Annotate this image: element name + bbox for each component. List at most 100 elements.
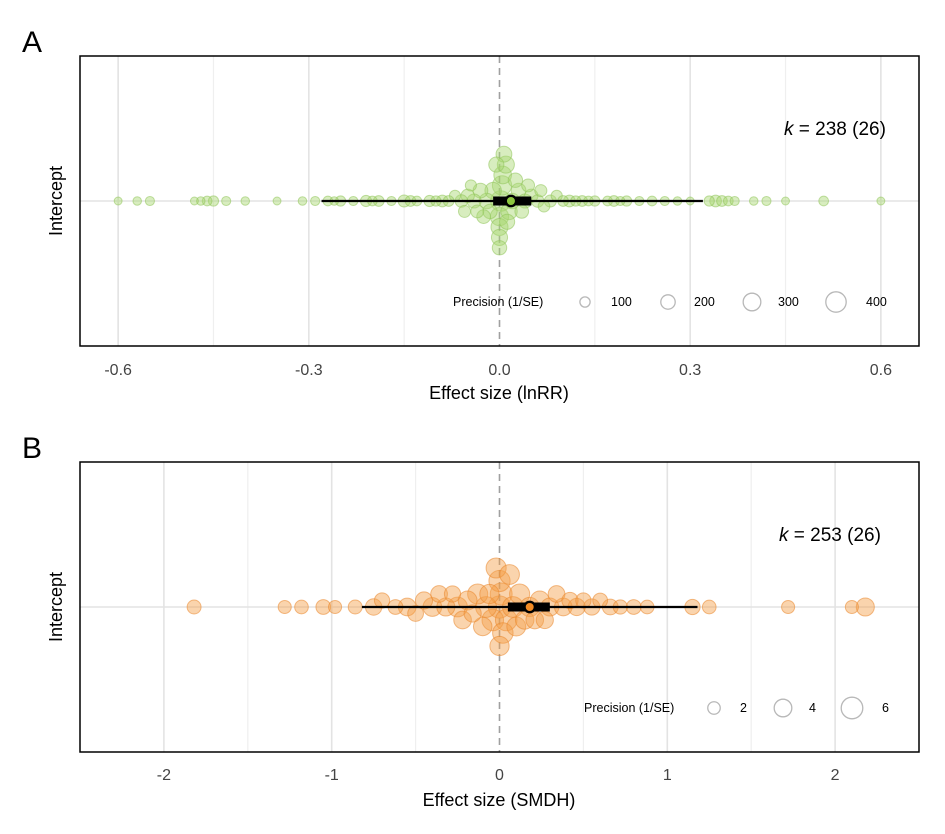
- legend-label: 2: [740, 701, 747, 715]
- panel-b-legend-title: Precision (1/SE): [584, 701, 674, 715]
- data-point: [272, 196, 282, 206]
- point-estimate: [523, 600, 537, 614]
- data-point: [479, 583, 500, 605]
- data-point: [521, 178, 536, 193]
- data-point: [492, 622, 514, 644]
- panel-a-label: A: [22, 26, 42, 59]
- data-point: [407, 605, 424, 622]
- x-tick-label: 0: [495, 767, 504, 784]
- x-tick-label: 0.6: [870, 362, 892, 379]
- x-tick-label: -0.3: [295, 362, 323, 379]
- data-point: [221, 195, 232, 207]
- panel-a: A k = 238 (26) Precision (1/SE) 100 200 30…: [22, 26, 920, 403]
- data-point: [464, 179, 477, 192]
- data-point: [507, 172, 524, 188]
- data-point: [414, 591, 434, 610]
- legend-label: 100: [611, 295, 632, 309]
- panel-a-k-value: = 238 (26): [794, 119, 886, 140]
- data-point: [489, 635, 510, 657]
- panel-a-x-axis: -0.6 -0.3 0.0 0.3 0.6: [104, 362, 892, 379]
- panel-b: B k = 253 (26) Precision (1/SE) 2 4 6 -2 -1…: [22, 432, 920, 810]
- panel-b-k-symbol: k: [779, 525, 790, 546]
- data-point: [701, 599, 717, 615]
- data-point: [463, 604, 482, 623]
- panel-b-k-value: = 253 (26): [789, 525, 881, 546]
- data-point: [472, 616, 493, 637]
- panel-b-x-axis: -2 -1 0 1 2: [157, 767, 840, 784]
- legend-label: 4: [809, 701, 816, 715]
- panel-a-legend: Precision (1/SE) 100 200 300 400: [453, 291, 887, 313]
- panel-a-sample-size: k = 238 (26): [784, 119, 886, 140]
- x-tick-label: 0.3: [679, 362, 701, 379]
- data-point: [535, 610, 554, 630]
- data-point: [310, 195, 321, 207]
- panel-a-x-axis-label: Effect size (lnRR): [429, 383, 569, 403]
- data-point: [491, 240, 508, 256]
- data-point: [514, 204, 530, 219]
- data-point: [113, 196, 123, 206]
- x-tick-label: -2: [157, 767, 171, 784]
- data-point: [781, 599, 796, 615]
- data-point: [488, 569, 511, 593]
- legend-size-circle: [773, 698, 793, 718]
- panel-a-frame: [79, 55, 920, 347]
- panel-b-y-axis-label: Intercept: [46, 572, 66, 642]
- panel-b-label: B: [22, 432, 42, 465]
- panel-b-sample-size: k = 253 (26): [779, 525, 881, 546]
- point-estimate: [504, 194, 518, 208]
- data-point: [297, 196, 308, 206]
- panel-a-estimate: [321, 194, 703, 208]
- data-point: [761, 195, 772, 207]
- data-point: [328, 599, 343, 615]
- data-point: [443, 585, 462, 603]
- legend-size-circle: [840, 696, 864, 720]
- x-tick-label: 1: [663, 767, 672, 784]
- legend-size-circle: [707, 701, 721, 715]
- panel-b-estimate: [361, 600, 698, 614]
- panel-a-legend-title: Precision (1/SE): [453, 295, 543, 309]
- data-point: [453, 610, 472, 630]
- data-point: [430, 585, 448, 603]
- data-point: [189, 196, 199, 206]
- panel-a-y-axis-label: Intercept: [46, 166, 66, 236]
- data-point: [240, 196, 251, 206]
- legend-size-circle: [579, 296, 591, 308]
- data-point: [499, 564, 520, 585]
- data-point: [748, 196, 759, 206]
- data-point: [575, 592, 592, 609]
- data-point: [467, 583, 489, 605]
- data-point: [347, 599, 363, 615]
- data-point: [818, 195, 829, 207]
- data-point: [186, 599, 202, 615]
- data-point: [493, 165, 513, 185]
- data-point: [534, 184, 548, 198]
- legend-label: 400: [866, 295, 887, 309]
- data-point: [485, 557, 507, 579]
- data-point: [132, 196, 142, 206]
- legend-size-circle: [742, 292, 762, 312]
- legend-label: 6: [882, 701, 889, 715]
- x-tick-label: -1: [325, 767, 339, 784]
- data-point: [844, 599, 859, 615]
- data-point: [703, 195, 715, 207]
- data-point: [195, 196, 206, 206]
- legend-size-circle: [660, 294, 676, 310]
- panel-b-x-axis-label: Effect size (SMDH): [423, 790, 576, 810]
- data-point: [855, 597, 875, 617]
- legend-label: 300: [778, 295, 799, 309]
- data-point: [488, 156, 505, 173]
- x-tick-label: 0.0: [488, 362, 510, 379]
- panel-a-k-symbol: k: [784, 119, 795, 140]
- data-point: [561, 591, 579, 610]
- data-point: [729, 195, 740, 207]
- panel-b-frame: [79, 461, 920, 753]
- data-point: [537, 199, 551, 213]
- legend-label: 200: [694, 295, 715, 309]
- data-point: [458, 204, 472, 218]
- legend-size-circle: [825, 291, 847, 313]
- data-point: [470, 204, 485, 219]
- data-point: [496, 155, 515, 174]
- data-point: [315, 599, 332, 615]
- x-tick-label: -0.6: [104, 362, 132, 379]
